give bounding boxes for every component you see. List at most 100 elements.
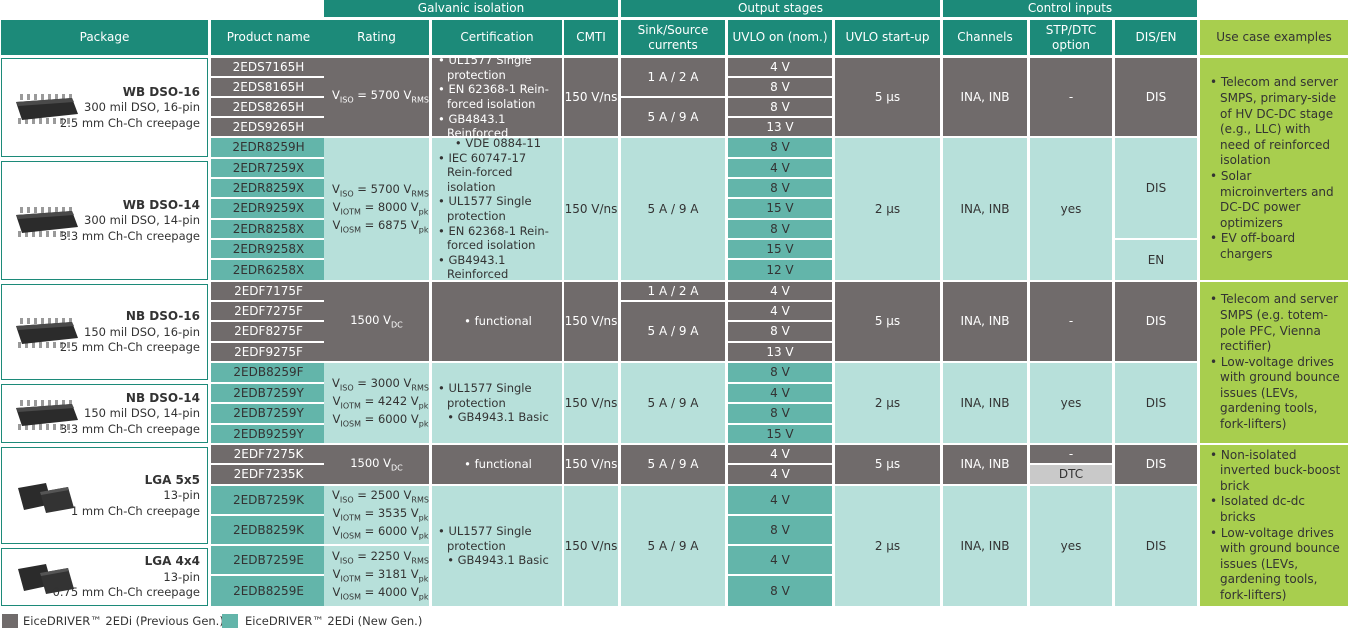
certification-item: • GB4843.1 Reinforced [438, 111, 509, 141]
channels-cell: INA, INB [943, 282, 1027, 361]
cmti-cell: 150 V/ns [564, 363, 618, 443]
bullet-icon: • [1210, 75, 1221, 90]
sink-source-cell: 1 A / 2 A [621, 58, 725, 96]
rating-cell: VISO = 2500 VRMS VIOTM = 3535 Vpk VIOSM = … [324, 486, 429, 544]
cmti-cell: 150 V/ns [564, 282, 618, 361]
bullet-icon: • [464, 457, 475, 472]
certification-item: • functional [464, 457, 532, 472]
certification-item: • IEC 60747-17 Rein-forced isolation [438, 150, 527, 194]
channels-cell: INA, INB [943, 58, 1027, 136]
product-name-cell: 2EDB8259F [211, 363, 326, 382]
package-detail: 150 mil DSO, 14-pin [84, 406, 200, 421]
usecase-item: • Telecom and server SMPS, primary-side … [1210, 75, 1339, 168]
usecase-item: • Isolated dc-dc bricks [1210, 494, 1306, 524]
uvlo-startup-cell: 5 µs [835, 58, 940, 136]
legend-swatch-new-gen [222, 614, 238, 628]
uvlo-on-cell: 8 V [728, 322, 832, 341]
certification-cell: • UL1577 Single protection • GB4943.1 Bas… [432, 363, 562, 443]
product-name-cell: 2EDR7259X [211, 159, 326, 177]
uvlo-on-cell: 8 V [728, 516, 832, 544]
uvlo-on-cell: 8 V [728, 404, 832, 423]
product-name-cell: 2EDF9275F [211, 343, 326, 361]
product-name-cell: 2EDF7275F [211, 302, 326, 320]
product-name-cell: 2EDB7259Y [211, 404, 326, 423]
product-name-cell: 2EDS8265H [211, 98, 326, 116]
dso-chip-icon [16, 206, 78, 237]
rating-line: 1500 VDC [350, 455, 403, 472]
dso-chip-icon [16, 93, 78, 124]
sink-source-cell: 5 A / 9 A [621, 302, 725, 361]
rating-line: VISO = 5700 VRMS [332, 182, 429, 199]
dis-en-cell: DIS [1115, 138, 1197, 238]
package-creepage: 2.5 mm Ch-Ch creepage [59, 340, 200, 355]
rating-line: VIOSM = 6000 Vpk [332, 523, 429, 541]
bullet-icon: • [438, 252, 449, 267]
uvlo-on-cell: 8 V [728, 78, 832, 96]
column-header-stp: STP/DTC option [1030, 20, 1112, 55]
package-description: LGA 4x4 13-pin 0.75 mm Ch-Ch creepage [53, 549, 200, 605]
sink-source-cell: 5 A / 9 A [621, 363, 725, 443]
bullet-icon: • [1210, 292, 1221, 307]
bullet-icon: • [438, 111, 449, 126]
uvlo-on-cell: 4 V [728, 546, 832, 574]
certification-item: • EN 62368-1 Rein-forced isolation [438, 82, 549, 111]
cmti-cell: 150 V/ns [564, 58, 618, 136]
rating-cell: VISO = 5700 VRMS [324, 58, 429, 136]
channels-cell: INA, INB [943, 486, 1027, 606]
certification-item: • functional [464, 314, 532, 329]
dis-en-cell: DIS [1115, 282, 1197, 361]
product-name-cell: 2EDS7165H [211, 58, 326, 76]
bullet-icon: • [1210, 354, 1221, 369]
usecase-item: • Telecom and server SMPS (e.g. totem-po… [1210, 292, 1339, 354]
dis-en-cell: DIS [1115, 486, 1197, 606]
uvlo-startup-cell: 2 µs [835, 486, 940, 606]
legend-label-previous-gen: EiceDRIVER™ 2EDi (Previous Gen.) [23, 614, 224, 628]
bullet-icon: • [1210, 447, 1221, 462]
bullet-icon: • [438, 223, 449, 238]
uvlo-on-cell: 8 V [728, 179, 832, 197]
rating-line: VIOTM = 3181 Vpk [332, 567, 429, 584]
uvlo-on-cell: 12 V [728, 260, 832, 280]
product-name-cell: 2EDR9259X [211, 199, 326, 218]
product-name-cell: 2EDS8165H [211, 78, 326, 96]
uvlo-on-cell: 8 V [728, 363, 832, 382]
column-header-certification: Certification [432, 20, 562, 55]
uvlo-on-cell: 13 V [728, 118, 832, 136]
certification-cell: • UL1577 Single protection • GB4943.1 Bas… [432, 486, 562, 606]
dso-chip-icon [16, 399, 78, 430]
product-name-cell: 2EDB8259K [211, 516, 326, 544]
package-description: NB DSO-16 150 mil DSO, 16-pin 2.5 mm Ch-Ch… [60, 285, 200, 379]
certification-item: • GB4943.1 Basic [447, 553, 549, 568]
rating-line: VISO = 5700 VRMS [332, 88, 429, 105]
package-creepage: 0.75 mm Ch-Ch creepage [52, 585, 200, 600]
uvlo-on-cell: 4 V [728, 445, 832, 463]
package-detail: 13-pin [163, 488, 200, 503]
package-description: NB DSO-14 150 mil DSO, 14-pin 3.3 mm Ch-Ch… [60, 385, 200, 442]
cmti-cell: 150 V/ns [564, 445, 618, 484]
uvlo-on-cell: 8 V [728, 98, 832, 116]
package-name: WB DSO-14 [122, 197, 200, 212]
column-header-rating: Rating [324, 20, 429, 55]
certification-item: • UL1577 Single protection [438, 194, 532, 223]
bullet-icon: • [438, 53, 449, 68]
uvlo-on-cell: 15 V [728, 199, 832, 218]
package-creepage: 3.3 mm Ch-Ch creepage [59, 228, 200, 243]
sink-source-cell: 5 A / 9 A [621, 98, 725, 136]
bullet-icon: • [438, 194, 449, 209]
product-name-cell: 2EDB7259Y [211, 384, 326, 402]
package-name: NB DSO-14 [125, 390, 200, 405]
dis-en-cell: EN [1115, 240, 1197, 280]
uvlo-on-cell: 4 V [728, 302, 832, 320]
product-name-cell: 2EDF7275K [211, 445, 326, 463]
dis-en-cell: DIS [1115, 445, 1197, 484]
uvlo-on-cell: 8 V [728, 138, 832, 157]
column-header-sink: Sink/Source currents [621, 20, 725, 55]
package-cell: WB DSO-16 300 mil DSO, 16-pin 2.5 mm Ch-Ch… [1, 58, 208, 157]
product-name-cell: 2EDB8259E [211, 576, 326, 606]
certification-item: • VDE 0884-11 [454, 136, 542, 151]
certification-cell: • functional [432, 445, 562, 484]
group-header-galvanic: Galvanic isolation [324, 0, 618, 17]
rating-line: VISO = 2250 VRMS [332, 549, 429, 566]
usecase-item: • Solar microinverters and DC-DC power o… [1210, 169, 1334, 230]
rating-line: VISO = 2500 VRMS [332, 488, 429, 505]
